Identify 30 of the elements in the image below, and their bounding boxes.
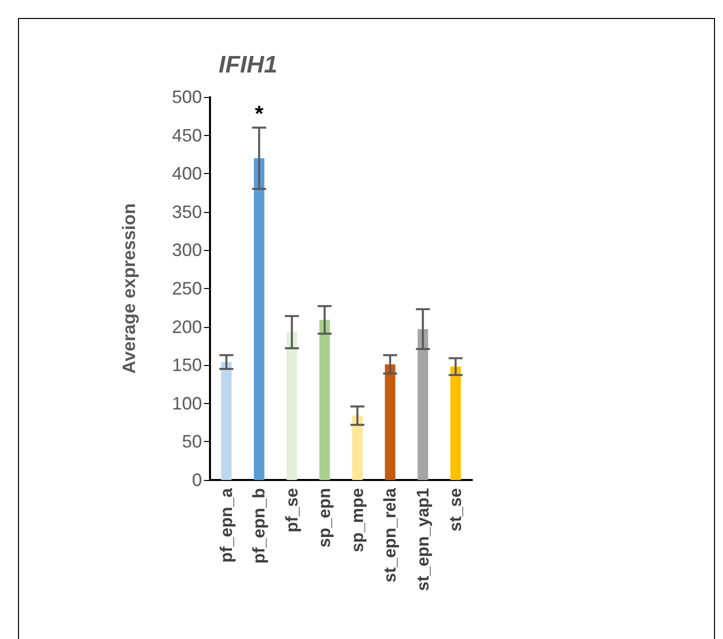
y-tick-label: 150 (172, 355, 202, 376)
bar (286, 332, 298, 480)
y-tick-label: 450 (172, 125, 202, 146)
bar (254, 158, 264, 480)
x-tick-label: pf_epn_a (216, 487, 236, 563)
chart-title: IFIH1 (218, 52, 278, 78)
y-tick-label: 350 (172, 202, 202, 222)
x-tick-label: pf_se (282, 488, 302, 532)
y-tick-label: 200 (172, 316, 202, 337)
y-tick-label: 100 (172, 393, 202, 414)
annotation: * (254, 101, 264, 126)
y-tick-label: 500 (172, 87, 202, 107)
y-tick-label: 400 (172, 164, 202, 184)
x-tick-label: sp_epn (315, 488, 334, 548)
bar (221, 362, 232, 480)
bar (384, 364, 396, 480)
bar (450, 366, 461, 480)
y-tick-label: 0 (192, 470, 202, 490)
x-tick-label: st_epn_rela (380, 487, 400, 582)
y-axis-title: Average expression (119, 203, 139, 374)
x-tick-label: st_epn_yap1 (413, 488, 432, 591)
x-tick-label: st_se (446, 488, 466, 532)
bar (418, 329, 428, 480)
y-tick-label: 50 (182, 432, 202, 452)
y-tick-label: 250 (172, 278, 202, 298)
bar (352, 416, 363, 480)
y-tick-label: 300 (172, 240, 202, 260)
x-tick-label: pf_epn_b (250, 488, 269, 564)
bar (319, 320, 330, 480)
x-tick-label: sp_mpe (348, 488, 367, 552)
